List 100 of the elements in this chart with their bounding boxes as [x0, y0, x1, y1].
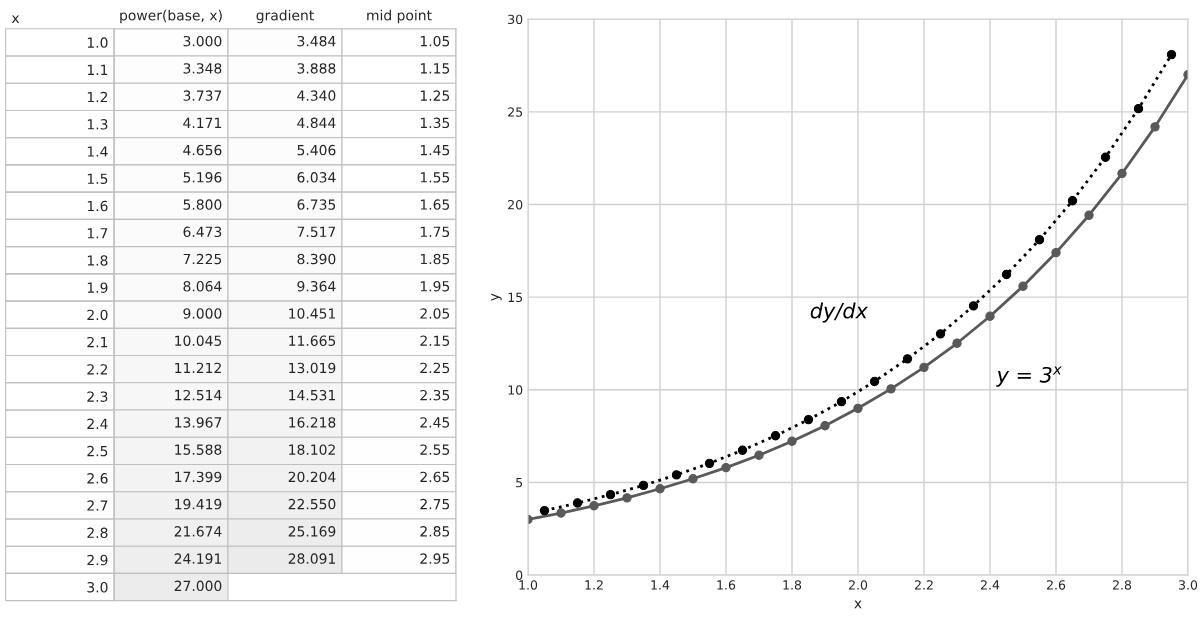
point	[985, 311, 995, 321]
data-label: 7.225	[183, 253, 222, 265]
data-label: 3.000	[183, 35, 222, 47]
point	[869, 376, 880, 387]
data-label: 3.348	[183, 63, 222, 74]
point	[556, 508, 566, 518]
point	[886, 384, 896, 394]
point	[919, 362, 929, 373]
data-label: 17.399	[175, 471, 222, 483]
data-label: 21.674	[174, 526, 222, 537]
data-label: 12.514	[175, 389, 222, 401]
x-tick-label: 1.2	[585, 580, 603, 590]
data-label: 8.064	[183, 281, 222, 292]
data-label: 10.045	[175, 335, 222, 346]
point	[968, 301, 979, 311]
y-tick-label: 20	[508, 199, 523, 210]
data-label: 9.364	[297, 281, 336, 292]
point	[787, 436, 797, 446]
x-tick-label: gradient	[256, 9, 314, 24]
point	[902, 354, 913, 364]
data-label: 28.091	[288, 553, 336, 564]
data-label: 1.25	[420, 90, 450, 101]
data-label: 1.65	[420, 199, 450, 210]
point	[671, 470, 682, 480]
data-label: 13.967	[175, 417, 222, 428]
y-tick-label: 1.7	[87, 228, 108, 239]
data-label: 2.35	[420, 389, 450, 401]
x-axis-title: x	[854, 600, 862, 609]
data-label: 9.000	[183, 308, 222, 319]
y-tick-label: 30	[508, 14, 523, 25]
x-tick-label: mid point	[367, 9, 432, 24]
point	[836, 396, 847, 407]
data-label: 4.340	[297, 90, 336, 101]
point	[1100, 152, 1111, 162]
point	[1051, 247, 1061, 258]
point	[1166, 49, 1177, 60]
point	[589, 501, 599, 511]
data-label: 5.800	[183, 199, 222, 210]
y-tick-label: 1.1	[87, 64, 108, 75]
y-tick-label: 2.4	[87, 418, 108, 429]
data-label: 2.25	[420, 362, 450, 374]
y-tick-label: 1.8	[87, 255, 108, 266]
point	[935, 329, 946, 339]
data-label: 4.171	[183, 117, 222, 128]
data-label: 4.844	[297, 117, 336, 129]
point	[1133, 103, 1144, 114]
y-tick-label: 5	[516, 478, 523, 488]
data-label: 1.15	[420, 63, 450, 74]
y-tick-label: 2.6	[87, 473, 108, 484]
x-tick-label: 2.2	[914, 580, 933, 590]
data-label: 6.034	[297, 172, 336, 183]
y-tick-label: 1.9	[87, 282, 108, 293]
x-tick-label: power(base, x)	[120, 9, 222, 24]
y-tick-label: 2.3	[87, 391, 108, 402]
x-tick-label: 2.4	[980, 580, 1000, 590]
y-tick-label: 1.3	[87, 119, 108, 130]
data-label: 16.218	[289, 417, 336, 428]
data-label: 11.212	[175, 362, 221, 374]
y-tick-label: 2.7	[87, 500, 108, 511]
data-label: 13.019	[289, 362, 336, 374]
data-label: 18.102	[289, 444, 335, 455]
data-label: 11.665	[289, 335, 336, 346]
point	[1067, 196, 1078, 206]
point	[803, 414, 814, 425]
x-tick-label: 1.4	[651, 580, 670, 590]
data-label: 2.95	[420, 553, 450, 564]
point	[754, 450, 764, 460]
y-tick-label: 2.5	[87, 445, 108, 457]
y-axis-title: y	[491, 293, 502, 301]
data-label: 5.406	[297, 144, 336, 156]
data-label: 7.517	[297, 226, 336, 238]
data-label: 20.204	[288, 471, 336, 483]
y-tick-label: 2.8	[87, 527, 108, 539]
y-tick-label: 2.9	[87, 554, 108, 566]
y-tick-label: 2.2	[87, 364, 108, 375]
x-tick-label: 1.6	[717, 580, 736, 590]
point	[1018, 281, 1028, 291]
data-label: 8.390	[297, 253, 336, 265]
data-label: 14.531	[289, 389, 336, 401]
point	[622, 493, 632, 503]
point	[1084, 210, 1094, 220]
data-label: 3.484	[297, 35, 336, 47]
x-tick-label: 1.8	[783, 580, 802, 590]
series-label: y = 3$^{x}$	[996, 366, 1062, 387]
data-label: 3.888	[297, 63, 336, 74]
y-tick-label: 1.5	[87, 173, 108, 185]
point	[638, 480, 649, 491]
point	[1117, 168, 1127, 179]
x-tick-label: 2.0	[848, 580, 868, 590]
y-tick-label: 0	[516, 570, 523, 581]
point	[820, 421, 830, 431]
x-tick-label: 3.0	[1179, 580, 1198, 590]
y-tick-label: 2.0	[87, 309, 108, 321]
point	[572, 498, 583, 508]
data-label: 10.451	[289, 308, 336, 319]
y-tick-label: 1.4	[87, 146, 108, 157]
x-tick-label: 2.8	[1112, 580, 1132, 590]
data-label: 2.55	[420, 444, 450, 455]
data-label: 24.191	[174, 553, 222, 564]
point	[853, 403, 863, 414]
